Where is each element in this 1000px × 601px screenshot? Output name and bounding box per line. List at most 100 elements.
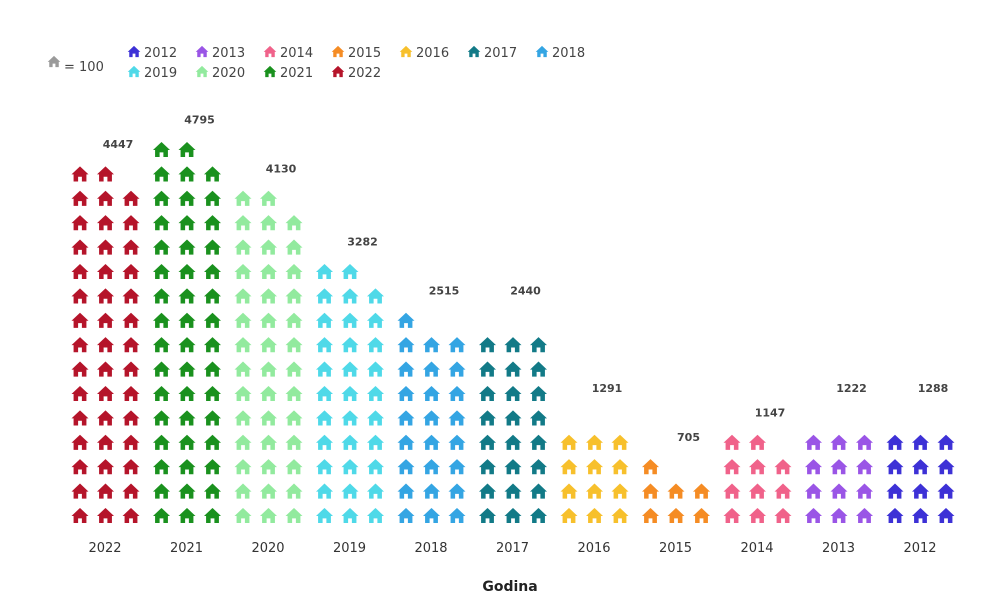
house-icon [316,312,333,328]
legend-label-2022: 2022 [348,66,381,81]
house-icon-partial [204,141,221,158]
column-2017[interactable] [479,313,547,524]
pictogram-columns [71,141,955,524]
column-2021[interactable] [153,141,221,524]
house-icon [260,483,277,499]
house-icon [586,434,603,450]
column-2020[interactable] [234,190,303,524]
legend-item-2015[interactable]: 2015 [331,45,381,61]
house-icon-partial [367,266,384,280]
house-icon [886,507,904,524]
house-icon [97,459,114,475]
house-icon [611,434,629,450]
house-icon [341,507,359,524]
house-icon [234,483,252,499]
house-icon [611,483,629,499]
house-icon [367,361,384,377]
house-icon [530,459,547,475]
house-icon [448,459,466,475]
house-icon [560,483,578,499]
house-icon [805,459,822,475]
legend-item-2016[interactable]: 2016 [399,45,449,61]
house-icon [260,312,277,328]
house-icon [749,434,766,450]
house-icon [423,507,440,524]
column-2015[interactable] [642,459,710,524]
house-icon [234,459,252,475]
house-icon [153,459,170,475]
house-icon [423,459,440,475]
legend-item-2021[interactable]: 2021 [263,65,313,81]
house-icon [316,459,333,475]
column-2013[interactable] [805,410,873,524]
house-icon [285,410,303,426]
column-2019[interactable] [316,263,384,524]
value-label-2014: 1147 [755,406,786,419]
house-icon [467,45,481,58]
house-icon [122,288,140,304]
house-icon [127,45,141,58]
house-icon [97,288,114,304]
house-icon [448,483,466,499]
house-icon [479,361,496,377]
house-icon [178,507,196,524]
house-icon [285,288,303,304]
house-icon [367,410,384,426]
house-icon [341,312,359,328]
house-icon [263,65,277,78]
house-icon [285,215,303,231]
house-icon [97,239,114,255]
house-icon [316,385,333,402]
legend-item-2020[interactable]: 2020 [195,65,245,81]
house-icon [97,215,114,231]
house-icon [367,459,384,475]
house-icon [153,141,170,158]
house-icon [71,166,89,182]
value-label-2017: 2440 [510,284,541,297]
column-2022[interactable] [71,166,140,524]
house-icon [204,459,221,475]
house-icon [71,361,89,377]
house-icon [856,507,873,524]
legend-label-2020: 2020 [212,66,245,81]
house-icon [204,385,221,402]
house-icon [195,45,209,58]
column-2014[interactable] [723,434,792,524]
house-icon [367,288,384,304]
house-icon [423,385,440,402]
legend-label-2016: 2016 [416,46,449,61]
legend-item-2012[interactable]: 2012 [127,45,177,61]
house-icon [479,459,496,475]
legend-item-2022[interactable]: 2022 [331,65,381,81]
house-icon [178,215,196,231]
column-2018[interactable] [397,312,466,524]
legend-item-2019[interactable]: 2019 [127,65,177,81]
house-icon [530,337,547,353]
house-icon [153,166,170,182]
legend-item-2017[interactable]: 2017 [467,45,517,61]
house-icon [71,434,89,450]
house-icon [448,410,466,426]
legend-item-2018[interactable]: 2018 [535,45,585,61]
house-icon [774,507,792,524]
legend-item-2013[interactable]: 2013 [195,45,245,61]
house-icon [367,337,384,353]
house-icon [560,459,578,475]
house-icon [749,483,766,499]
house-icon [886,483,904,499]
column-2016[interactable] [560,410,629,524]
house-icon [122,312,140,328]
house-icon [504,361,522,377]
house-icon [423,361,440,377]
house-icon [611,459,629,475]
x-tick-2021: 2021 [170,541,203,556]
column-2012[interactable] [886,410,955,524]
house-icon [937,507,955,524]
house-icon [397,483,415,499]
x-tick-2019: 2019 [333,541,366,556]
legend-item-2014[interactable]: 2014 [263,45,313,61]
house-icon [122,507,140,524]
house-icon [234,215,252,231]
house-icon [97,434,114,450]
house-icon [856,459,873,475]
